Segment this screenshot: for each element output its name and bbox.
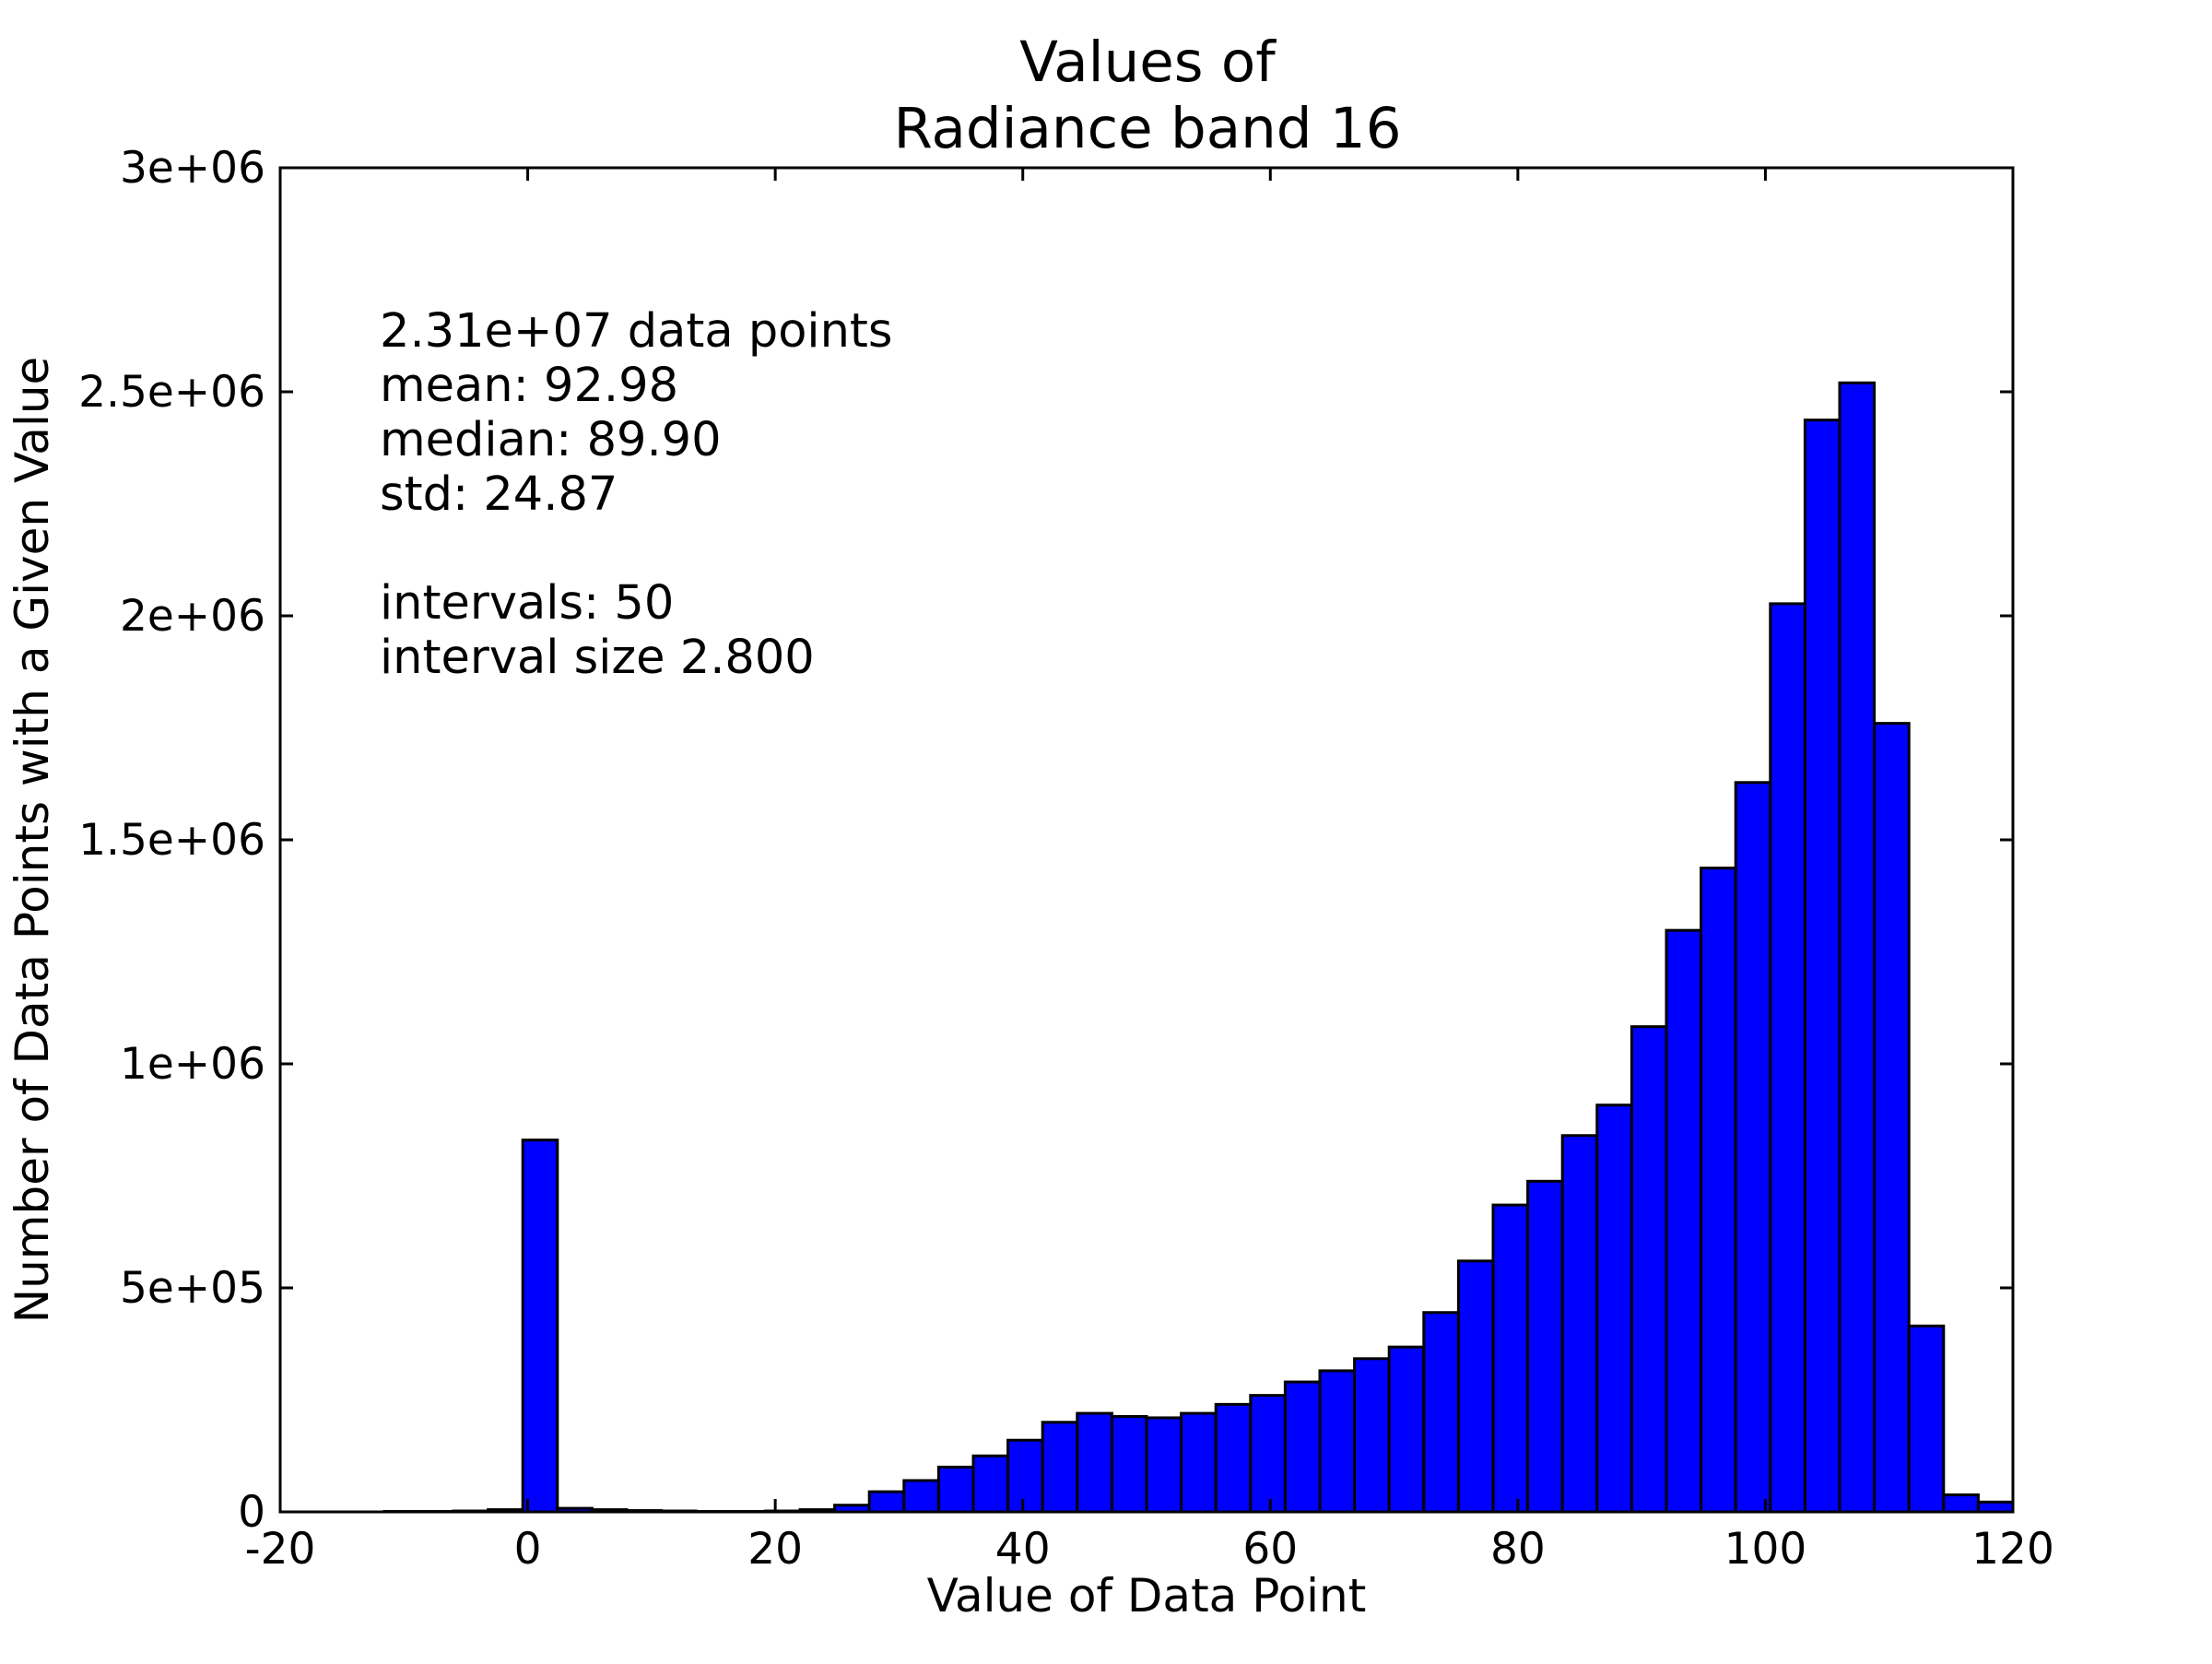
histogram-bar (1771, 604, 1806, 1512)
y-tick-label: 1e+06 (120, 1039, 265, 1090)
histogram-bar (1042, 1422, 1077, 1512)
histogram-bar (938, 1467, 973, 1512)
x-tick-label: 0 (514, 1524, 542, 1575)
chart-title-line-1: Values of (1019, 30, 1277, 95)
x-tick-label: 100 (1724, 1524, 1807, 1575)
chart-title-line-2: Radiance band 16 (893, 96, 1401, 161)
histogram-bar (1285, 1382, 1320, 1512)
y-tick-label: 5e+05 (120, 1263, 265, 1314)
histogram-bar (1875, 724, 1910, 1512)
histogram-bar (1528, 1181, 1563, 1512)
histogram-bar (1216, 1404, 1251, 1512)
histogram-bar (1666, 930, 1701, 1512)
histogram-bar (1077, 1413, 1112, 1512)
histogram-bars (384, 383, 2013, 1512)
histogram-bar (973, 1456, 1008, 1512)
stats-annotation-line: intervals: 50 (380, 576, 674, 631)
histogram-bar (523, 1140, 558, 1512)
histogram-bar (1909, 1326, 1944, 1512)
histogram-bar (1701, 868, 1736, 1512)
histogram-bar (1805, 420, 1840, 1512)
chart-title: Values of Radiance band 16 (893, 30, 1401, 161)
histogram-bar (1735, 783, 1771, 1512)
stats-annotation-line: std: 24.87 (380, 467, 618, 522)
histogram-bar (1944, 1495, 1979, 1512)
histogram-bar (1008, 1440, 1043, 1512)
x-tick-label: 20 (747, 1524, 803, 1575)
histogram-bar (1424, 1313, 1459, 1512)
x-tick-label: 120 (1971, 1524, 2054, 1575)
histogram-bar (1112, 1416, 1147, 1512)
histogram-bar (1147, 1418, 1182, 1512)
histogram-bar (1458, 1261, 1493, 1512)
x-axis-label: Value of Data Point (927, 1569, 1367, 1623)
histogram-bar (1597, 1105, 1632, 1512)
y-tick-label: 3e+06 (120, 143, 265, 194)
histogram-bar (1320, 1371, 1355, 1512)
histogram-bar (1978, 1502, 2013, 1512)
y-tick-label: 0 (238, 1487, 265, 1538)
stats-annotation-line: 2.31e+07 data points (380, 304, 893, 359)
x-tick-label: 60 (1242, 1524, 1298, 1575)
y-tick-label: 2e+06 (120, 591, 265, 642)
histogram-bar (1182, 1413, 1217, 1512)
stats-annotation-line: median: 89.90 (380, 413, 722, 467)
histogram-bar (1562, 1136, 1597, 1512)
stats-annotation-line: interval size 2.800 (380, 631, 815, 685)
y-axis-label: Number of Data Points with a Given Value (6, 357, 59, 1324)
histogram-bar (1840, 383, 1875, 1512)
y-tick-label: 2.5e+06 (78, 367, 265, 418)
histogram-bar (1251, 1396, 1286, 1512)
x-tick-label: 40 (995, 1524, 1051, 1575)
histogram-bar (1631, 1027, 1666, 1512)
histogram-bar (904, 1481, 939, 1512)
stats-annotation-line: mean: 92.98 (380, 359, 678, 413)
histogram-bar (869, 1492, 904, 1512)
histogram-bar (1493, 1205, 1528, 1512)
x-tick-label: 80 (1490, 1524, 1546, 1575)
histogram-bar (1389, 1347, 1424, 1512)
y-tick-label: 1.5e+06 (78, 815, 265, 866)
histogram-bar (1355, 1359, 1390, 1512)
